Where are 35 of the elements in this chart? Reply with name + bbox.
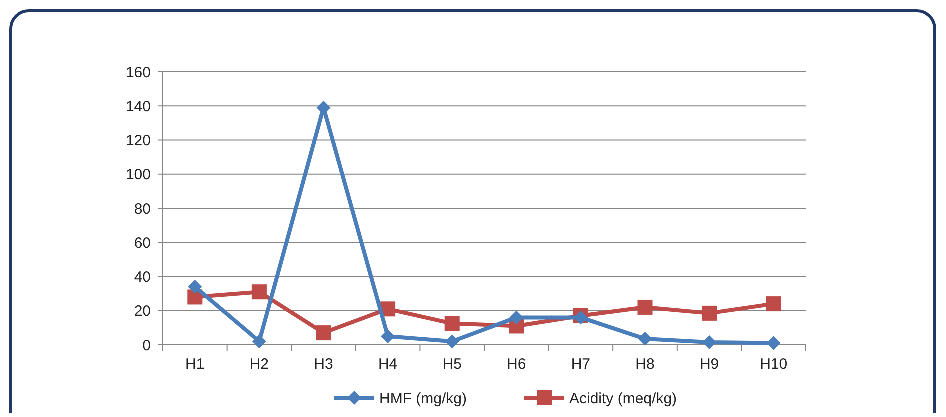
x-tick-label: H7 bbox=[571, 356, 591, 373]
x-tick-label: H6 bbox=[507, 356, 526, 373]
y-tick-label: 140 bbox=[126, 98, 151, 116]
point bbox=[638, 332, 652, 346]
x-tick-label: H2 bbox=[250, 356, 270, 373]
y-tick-label: 60 bbox=[134, 234, 151, 252]
point bbox=[510, 310, 524, 325]
x-tick-label: H10 bbox=[760, 356, 788, 373]
point bbox=[766, 296, 782, 312]
x-tick-label: H9 bbox=[700, 356, 720, 373]
y-tick-label: 160 bbox=[126, 64, 151, 82]
x-tick-label: H3 bbox=[314, 356, 334, 373]
y-tick-label: 0 bbox=[142, 337, 151, 354]
point bbox=[252, 334, 266, 349]
point bbox=[188, 280, 202, 294]
point bbox=[252, 284, 267, 300]
point bbox=[444, 316, 460, 332]
y-tick-label: 20 bbox=[134, 303, 151, 320]
point bbox=[766, 336, 781, 350]
point bbox=[316, 326, 332, 341]
y-tick-label: 40 bbox=[134, 269, 151, 286]
point bbox=[702, 306, 718, 321]
legend-label: HMF (mg/kg) bbox=[380, 390, 467, 408]
y-tick-label: 120 bbox=[126, 132, 151, 150]
y-tick-label: 80 bbox=[134, 200, 151, 218]
x-tick-label: H5 bbox=[442, 356, 462, 373]
legend-label: Acidity (meq/kg) bbox=[570, 390, 678, 408]
x-tick-label: H1 bbox=[186, 356, 205, 373]
x-tick-label: H4 bbox=[378, 356, 398, 373]
y-tick-label: 100 bbox=[126, 166, 151, 184]
point bbox=[638, 300, 653, 315]
x-tick-label: H8 bbox=[636, 356, 655, 373]
point bbox=[702, 335, 717, 350]
point bbox=[445, 334, 460, 349]
point bbox=[381, 329, 396, 344]
